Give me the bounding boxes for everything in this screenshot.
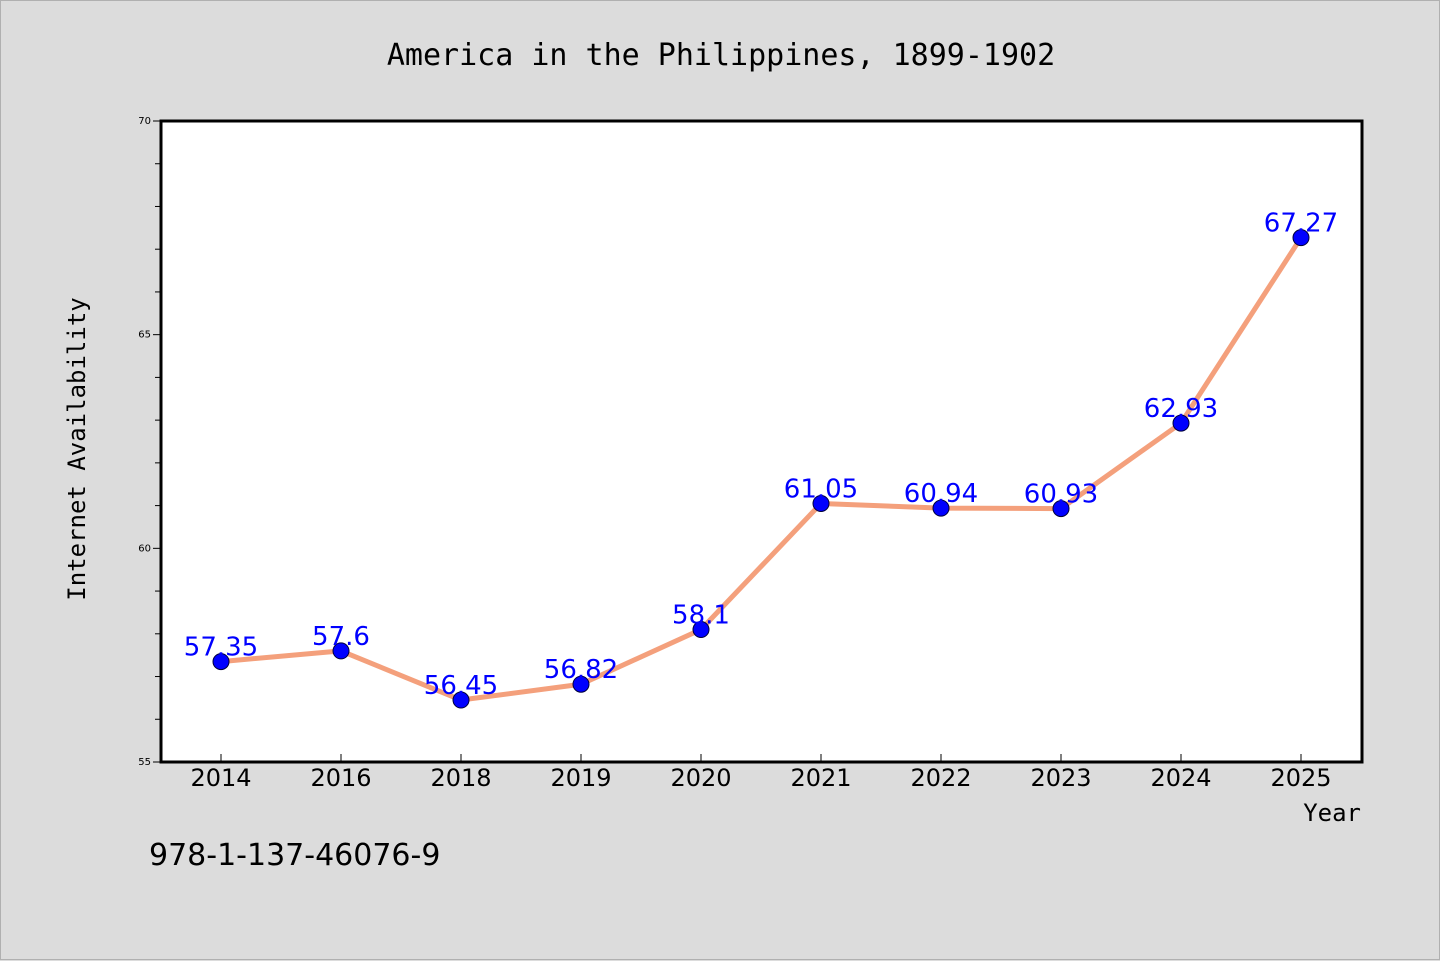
y-tick-label: 65: [138, 330, 151, 341]
chart-title: America in the Philippines, 1899-1902: [387, 38, 1055, 73]
footer-isbn: 978-1-137-46076-9: [149, 838, 440, 873]
x-tick-label: 2014: [190, 764, 251, 792]
data-point: [332, 642, 350, 660]
x-tick-label: 2016: [310, 764, 371, 792]
x-axis: 2014 2016 2018 2019 2020 2021 2022 2023 2024 2025: [190, 754, 1332, 792]
data-label: 67.27: [1264, 209, 1338, 239]
data-label: 56.82: [544, 655, 618, 685]
data-point: [1172, 414, 1190, 432]
x-tick-label: 2023: [1030, 764, 1091, 792]
data-point: [572, 675, 590, 693]
x-tick-label: 2018: [430, 764, 491, 792]
y-tick-label: 70: [138, 116, 151, 127]
data-point: [1292, 229, 1310, 247]
y-tick-label: 60: [138, 543, 151, 554]
data-label: 57.6: [312, 622, 370, 652]
data-label: 60.94: [904, 479, 978, 509]
data-point: [932, 499, 950, 517]
data-label: 62.93: [1144, 394, 1218, 424]
data-point: [452, 691, 470, 709]
x-axis-title: Year: [1303, 799, 1361, 827]
series-markers: [212, 229, 1310, 709]
data-point: [692, 621, 710, 639]
x-tick-label: 2020: [670, 764, 731, 792]
data-label: 57.35: [184, 633, 258, 663]
series-line: [218, 235, 1304, 703]
plot-area: [159, 119, 1364, 764]
x-tick-label: 2019: [550, 764, 611, 792]
x-tick-label: 2025: [1270, 764, 1331, 792]
x-tick-label: 2021: [790, 764, 851, 792]
x-tick-label: 2022: [910, 764, 971, 792]
y-axis-title: Internet Availability: [63, 297, 91, 600]
data-label: 61.05: [784, 474, 858, 504]
data-label: 56.45: [424, 671, 498, 701]
y-tick-label: 55: [138, 757, 151, 768]
data-point: [1052, 500, 1070, 518]
data-point: [812, 494, 830, 512]
y-axis: 55 60 65 70: [138, 116, 161, 768]
data-point: [212, 653, 230, 671]
x-tick-label: 2024: [1150, 764, 1211, 792]
data-labels: 57.35 57.6 56.45 56.82 58.1 61.05 60.94 60.93 62…: [184, 209, 1338, 701]
data-label: 60.93: [1024, 480, 1098, 510]
data-label: 58.1: [672, 601, 730, 631]
